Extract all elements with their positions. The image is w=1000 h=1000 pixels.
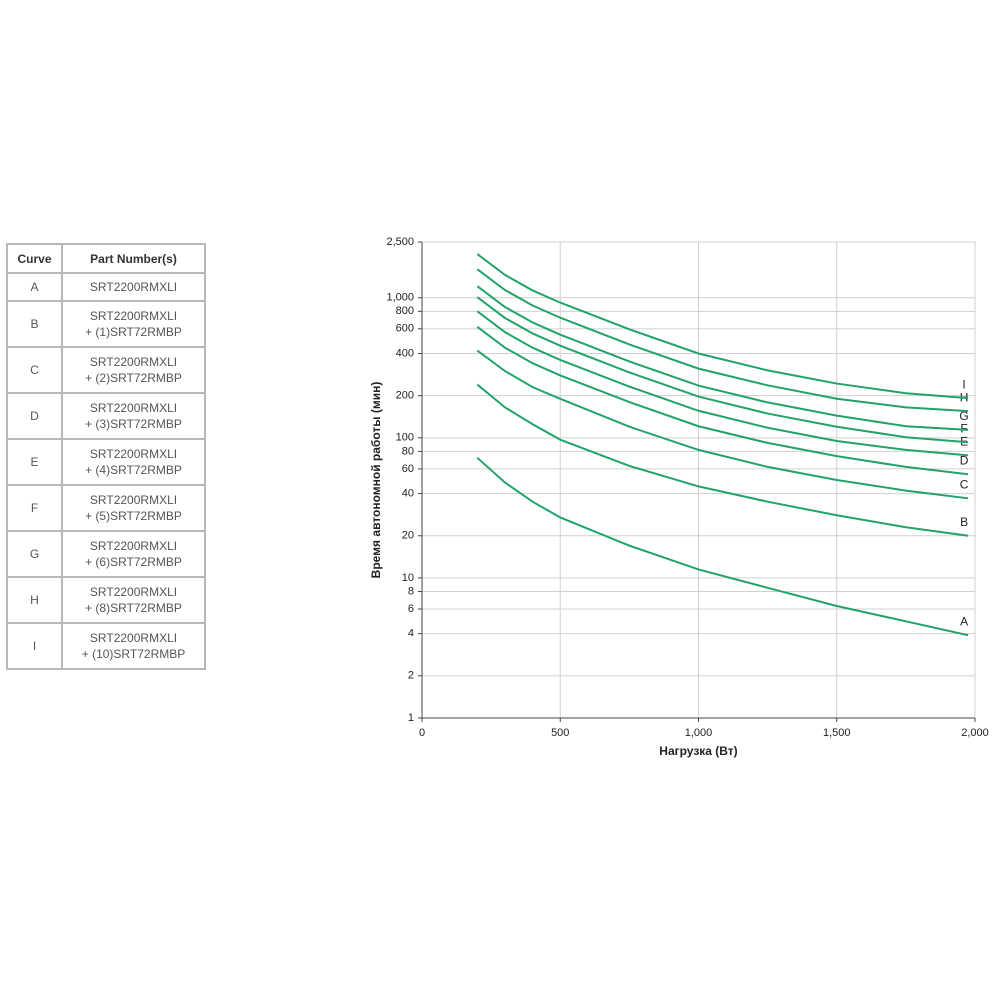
part-number: + (4)SRT72RMBP bbox=[85, 463, 182, 477]
header-row: Curve Part Number(s) bbox=[6, 243, 206, 274]
part-number: + (5)SRT72RMBP bbox=[85, 509, 182, 523]
y-tick-label: 1,000 bbox=[386, 292, 414, 304]
y-tick-label: 100 bbox=[396, 432, 414, 444]
part-cell: SRT2200RMXLI bbox=[61, 272, 206, 302]
curve bbox=[476, 383, 969, 537]
curve-label: D bbox=[960, 453, 969, 467]
part-cell: SRT2200RMXLI + (8)SRT72RMBP bbox=[61, 576, 206, 624]
header-cell: Curve bbox=[6, 243, 63, 274]
part-cell: SRT2200RMXLI + (6)SRT72RMBP bbox=[61, 530, 206, 578]
table-row: G SRT2200RMXLI + (6)SRT72RMBP bbox=[6, 530, 206, 578]
y-tick-label: 40 bbox=[402, 487, 414, 499]
part-number: + (8)SRT72RMBP bbox=[85, 601, 182, 615]
part-cell: SRT2200RMXLI + (2)SRT72RMBP bbox=[61, 346, 206, 394]
curve-cell: G bbox=[6, 530, 63, 578]
part-number: + (10)SRT72RMBP bbox=[81, 647, 186, 661]
part-number: SRT2200RMXLI bbox=[89, 585, 178, 599]
part-cell: SRT2200RMXLI + (3)SRT72RMBP bbox=[61, 392, 206, 440]
curve bbox=[476, 349, 969, 500]
part-cell: SRT2200RMXLI + (5)SRT72RMBP bbox=[61, 484, 206, 532]
part-number: + (2)SRT72RMBP bbox=[85, 371, 182, 385]
part-number: + (1)SRT72RMBP bbox=[85, 325, 182, 339]
y-tick-label: 2 bbox=[408, 670, 414, 682]
curve bbox=[476, 296, 969, 444]
part-number: SRT2200RMXLI bbox=[89, 280, 178, 294]
table-row: C SRT2200RMXLI + (2)SRT72RMBP bbox=[6, 346, 206, 394]
x-tick-label: 2,000 bbox=[961, 727, 989, 739]
curve-cell: F bbox=[6, 484, 63, 532]
part-number: SRT2200RMXLI bbox=[89, 631, 178, 645]
table-row: A SRT2200RMXLI bbox=[6, 272, 206, 302]
y-tick-label: 800 bbox=[396, 305, 414, 317]
curve bbox=[476, 310, 969, 457]
table-row: B SRT2200RMXLI + (1)SRT72RMBP bbox=[6, 300, 206, 348]
y-tick-label: 80 bbox=[402, 445, 414, 457]
curve bbox=[476, 326, 969, 476]
curve bbox=[476, 268, 969, 413]
table-row: D SRT2200RMXLI + (3)SRT72RMBP bbox=[6, 392, 206, 440]
table-row: E SRT2200RMXLI + (4)SRT72RMBP bbox=[6, 438, 206, 486]
y-tick-label: 600 bbox=[396, 323, 414, 335]
part-number: + (6)SRT72RMBP bbox=[85, 555, 182, 569]
curve-cell: B bbox=[6, 300, 63, 348]
table-row: I SRT2200RMXLI + (10)SRT72RMBP bbox=[6, 622, 206, 670]
curve-label: F bbox=[960, 421, 967, 435]
table-row: F SRT2200RMXLI + (5)SRT72RMBP bbox=[6, 484, 206, 532]
table-row: H SRT2200RMXLI + (8)SRT72RMBP bbox=[6, 576, 206, 624]
curve-label: A bbox=[960, 614, 968, 628]
y-tick-label: 1 bbox=[408, 712, 414, 724]
y-tick-label: 20 bbox=[402, 530, 414, 542]
y-tick-label: 200 bbox=[396, 390, 414, 402]
curve bbox=[476, 457, 969, 637]
y-tick-label: 400 bbox=[396, 347, 414, 359]
part-table: Curve Part Number(s) A SRT2200RMXLI B SRT2200… bbox=[6, 243, 206, 670]
part-number: SRT2200RMXLI bbox=[89, 309, 178, 323]
y-tick-label: 60 bbox=[402, 463, 414, 475]
part-cell: SRT2200RMXLI + (4)SRT72RMBP bbox=[61, 438, 206, 486]
part-number: SRT2200RMXLI bbox=[89, 493, 178, 507]
y-tick-label: 6 bbox=[408, 603, 414, 615]
header-cell: Part Number(s) bbox=[61, 243, 206, 274]
curve bbox=[476, 253, 969, 400]
y-tick-label: 4 bbox=[408, 628, 414, 640]
part-number: SRT2200RMXLI bbox=[89, 539, 178, 553]
curve-cell: C bbox=[6, 346, 63, 394]
x-tick-label: 0 bbox=[419, 727, 425, 739]
x-tick-label: 1,500 bbox=[823, 727, 851, 739]
y-tick-label: 2,500 bbox=[386, 236, 414, 248]
curve-cell: H bbox=[6, 576, 63, 624]
curve-cell: A bbox=[6, 272, 63, 302]
curve-label: B bbox=[960, 515, 968, 529]
curve-label: G bbox=[959, 409, 968, 423]
x-tick-label: 1,000 bbox=[685, 727, 713, 739]
part-cell: SRT2200RMXLI + (10)SRT72RMBP bbox=[61, 622, 206, 670]
part-cell: SRT2200RMXLI + (1)SRT72RMBP bbox=[61, 300, 206, 348]
y-axis-label: Время автономной работы (мин) bbox=[369, 382, 383, 579]
curve-cell: E bbox=[6, 438, 63, 486]
x-axis-label: Нагрузка (Вт) bbox=[659, 744, 737, 758]
y-tick-label: 10 bbox=[402, 572, 414, 584]
curve-cell: I bbox=[6, 622, 63, 670]
part-number: SRT2200RMXLI bbox=[89, 401, 178, 415]
part-number: SRT2200RMXLI bbox=[89, 447, 178, 461]
y-tick-label: 8 bbox=[408, 585, 414, 597]
x-tick-label: 500 bbox=[551, 727, 569, 739]
part-number: SRT2200RMXLI bbox=[89, 355, 178, 369]
curve-label: C bbox=[960, 477, 969, 491]
curve bbox=[476, 285, 969, 431]
part-number: + (3)SRT72RMBP bbox=[85, 417, 182, 431]
curve-label: I bbox=[962, 377, 965, 391]
curve-cell: D bbox=[6, 392, 63, 440]
